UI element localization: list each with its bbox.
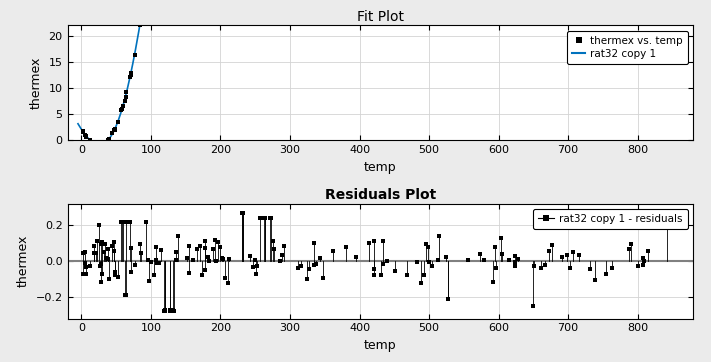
Y-axis label: thermex: thermex xyxy=(30,56,43,109)
Legend: thermex vs. temp, rat32 copy 1: thermex vs. temp, rat32 copy 1 xyxy=(567,30,688,64)
Legend: rat32 copy 1 - residuals: rat32 copy 1 - residuals xyxy=(533,209,688,229)
X-axis label: temp: temp xyxy=(364,161,397,174)
Title: Residuals Plot: Residuals Plot xyxy=(325,188,436,202)
X-axis label: temp: temp xyxy=(364,339,397,352)
Y-axis label: thermex: thermex xyxy=(17,235,30,287)
Title: Fit Plot: Fit Plot xyxy=(357,10,404,24)
